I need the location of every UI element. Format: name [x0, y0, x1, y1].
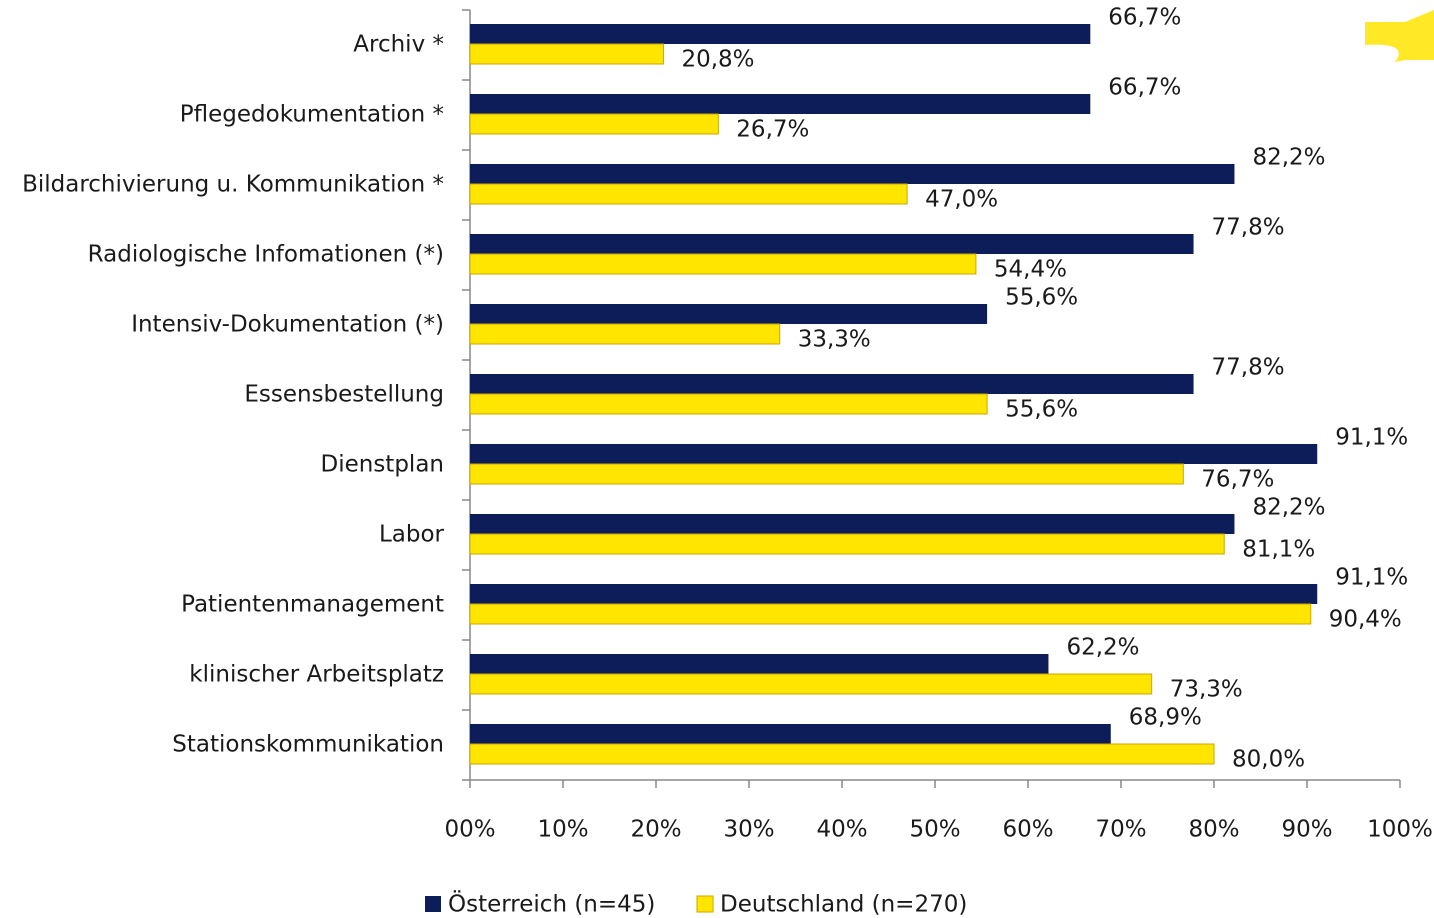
value-label: 77,8% [1212, 215, 1285, 241]
x-tick-label: 100% [1367, 817, 1433, 843]
bar [469, 113, 719, 135]
y-tick-label: Dienstplan [321, 452, 445, 478]
x-tick-label: 60% [1002, 817, 1053, 843]
value-label: 66,7% [1108, 5, 1181, 31]
y-tick-label: Radiologische Infomationen (*) [88, 242, 444, 268]
legend-swatch [425, 896, 441, 912]
bar [470, 24, 1091, 44]
legend-label: Deutschland (n=270) [720, 892, 967, 918]
x-tick-label: 20% [630, 817, 681, 843]
bar [469, 393, 988, 415]
value-label: 55,6% [1005, 397, 1078, 423]
bar [470, 164, 1235, 184]
y-tick-label: Stationskommunikation [172, 732, 444, 758]
bar [470, 514, 1235, 534]
bar [470, 724, 1111, 744]
x-tick-label: 40% [816, 817, 867, 843]
value-label: 54,4% [994, 257, 1067, 283]
x-tick-label: 80% [1188, 817, 1239, 843]
y-tick-label: Labor [379, 522, 445, 548]
value-label: 73,3% [1170, 677, 1243, 703]
bar [470, 304, 988, 324]
value-label: 82,2% [1252, 145, 1325, 171]
y-tick-label: Pflegedokumentation * [180, 102, 444, 128]
bar [469, 743, 1215, 765]
bar [469, 323, 781, 345]
bar [469, 673, 1153, 695]
bar [470, 374, 1194, 394]
value-label: 68,9% [1129, 705, 1202, 731]
value-label: 62,2% [1066, 635, 1139, 661]
bar [470, 654, 1049, 674]
value-label: 91,1% [1335, 565, 1408, 591]
value-label: 91,1% [1335, 425, 1408, 451]
value-label: 33,3% [798, 327, 871, 353]
bar [470, 444, 1318, 464]
bar [469, 253, 977, 275]
value-label: 90,4% [1329, 607, 1402, 633]
bar [470, 94, 1091, 114]
x-tick-label: 90% [1281, 817, 1332, 843]
value-label: 76,7% [1201, 467, 1274, 493]
y-tick-label: Essensbestellung [244, 382, 444, 408]
bar [469, 603, 1312, 625]
x-tick-label: 70% [1095, 817, 1146, 843]
y-tick-label: Archiv * [353, 32, 444, 58]
value-label: 77,8% [1212, 355, 1285, 381]
x-tick-label: 10% [537, 817, 588, 843]
value-label: 55,6% [1005, 285, 1078, 311]
bar [470, 584, 1318, 604]
x-tick-label: 00% [444, 817, 495, 843]
value-label: 81,1% [1242, 537, 1315, 563]
legend-swatch [696, 895, 714, 913]
logo-arrow [1365, 10, 1434, 62]
value-label: 26,7% [736, 117, 809, 143]
y-tick-label: Bildarchivierung u. Kommunikation * [22, 172, 444, 198]
y-tick-label: Intensiv-Dokumentation (*) [131, 312, 444, 338]
value-label: 82,2% [1252, 495, 1325, 521]
x-tick-label: 50% [909, 817, 960, 843]
value-label: 20,8% [681, 47, 754, 73]
bar [469, 43, 664, 65]
bar [469, 183, 908, 205]
y-tick-label: Patientenmanagement [181, 592, 444, 618]
legend-label: Österreich (n=45) [448, 890, 655, 918]
value-label: 66,7% [1108, 75, 1181, 101]
value-label: 80,0% [1232, 747, 1305, 773]
bar [470, 234, 1194, 254]
bar [469, 463, 1184, 485]
value-label: 47,0% [925, 187, 998, 213]
bar [469, 533, 1225, 555]
x-tick-label: 30% [723, 817, 774, 843]
y-tick-label: klinischer Arbeitsplatz [189, 662, 444, 688]
